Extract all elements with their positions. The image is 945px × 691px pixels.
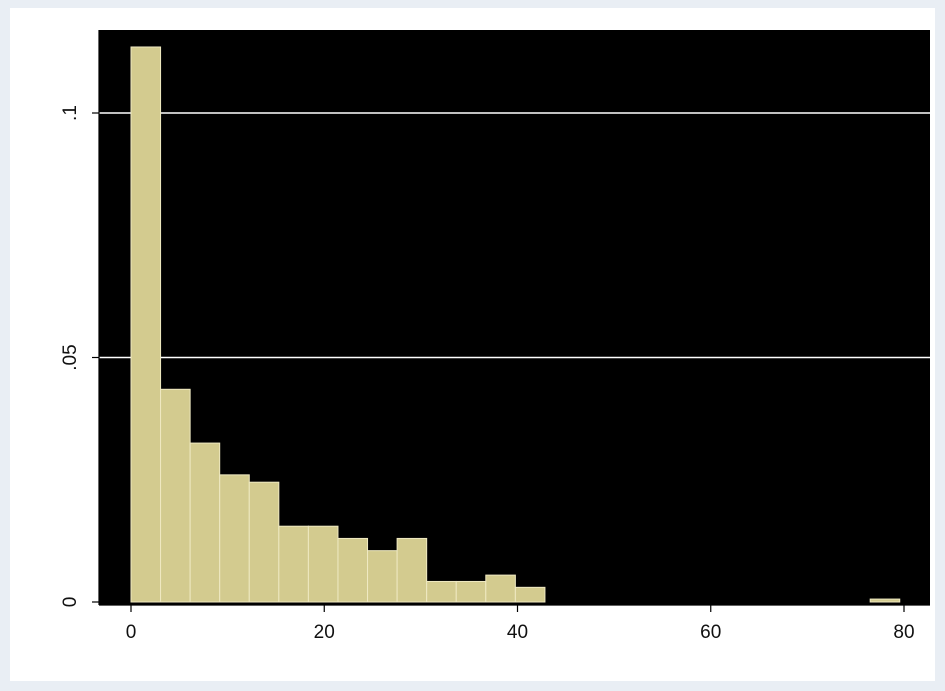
histogram-bar	[396, 537, 428, 603]
histogram-bar	[455, 580, 487, 603]
histogram-bar	[160, 388, 191, 603]
histogram-bar	[367, 550, 398, 603]
histogram-bar	[514, 586, 546, 603]
histogram-bars	[130, 46, 901, 603]
histogram-bar	[307, 525, 339, 603]
histogram-bar	[130, 46, 162, 603]
histogram-bar	[426, 580, 457, 603]
x-axis-ticks: 0 20 40 60 80	[126, 605, 915, 643]
histogram-bar	[337, 537, 369, 603]
histogram-bar	[485, 574, 516, 603]
x-tick-label: 80	[893, 622, 914, 643]
axes	[98, 30, 930, 606]
x-tick-label: 60	[700, 622, 721, 643]
x-tick-label: 20	[314, 622, 335, 643]
histogram-bar	[248, 481, 280, 603]
x-tick-label: 40	[507, 622, 528, 643]
y-axis-ticks: 0 .05 .1	[60, 105, 99, 607]
histogram-bar	[869, 598, 901, 603]
y-tick-label: 0	[60, 597, 81, 608]
histogram-bar	[219, 474, 250, 603]
histogram-bar	[278, 525, 309, 603]
x-tick-label: 0	[126, 622, 137, 643]
y-tick-label: .05	[60, 344, 81, 370]
histogram-bar	[189, 442, 221, 603]
gridlines	[99, 112, 930, 359]
y-tick-label: .1	[60, 105, 81, 121]
